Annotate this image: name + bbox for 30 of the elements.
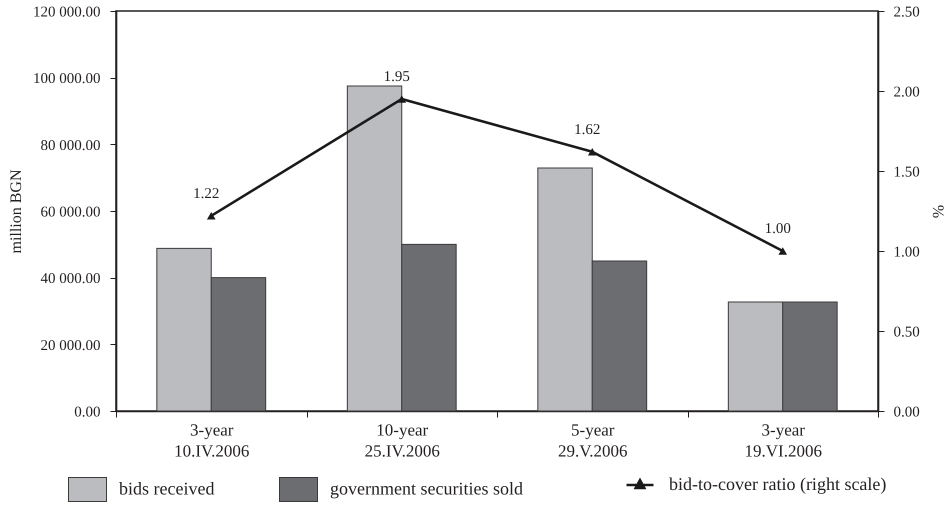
x-tick-label: 5-year 29.V.2006 xyxy=(558,420,628,460)
point xyxy=(778,247,788,255)
y2-tick-label: 1.50 xyxy=(894,164,920,180)
point xyxy=(397,95,406,103)
y2-tick-label: 2.50 xyxy=(894,4,920,20)
y2-tick-label: 2.00 xyxy=(894,84,920,100)
point xyxy=(588,148,597,156)
data-label: 1.00 xyxy=(764,221,791,237)
y-tick-label: 100 000.00 xyxy=(33,71,100,88)
data-label: 1.62 xyxy=(574,122,600,138)
x-tick-label: 3-year 10.IV.2006 xyxy=(174,420,250,460)
y-tick-label: 0.00 xyxy=(74,404,100,420)
x-tick-label: 3-year 19.VI.2006 xyxy=(744,420,822,460)
y-axis-title: million BGN xyxy=(8,169,25,254)
legend-label: bid-to-cover ratio (right scale) xyxy=(669,474,886,494)
point xyxy=(206,212,216,220)
data-label: 1.95 xyxy=(384,69,410,85)
y-tick-label: 120 000.00 xyxy=(33,4,100,20)
y2-tick-label: 0.00 xyxy=(894,404,920,420)
y-tick-label: 40 000.00 xyxy=(40,271,100,288)
legend-label: bids received xyxy=(119,478,214,498)
y-tick-label: 80 000.00 xyxy=(40,138,100,154)
y-tick-label: 20 000.00 xyxy=(40,338,100,354)
y2-axis-title: % xyxy=(928,204,946,218)
x-tick-label: 10-year 25.IV.2006 xyxy=(364,420,440,460)
y-tick-label: 60 000.00 xyxy=(40,204,100,220)
y2-tick-label: 0.50 xyxy=(894,324,920,340)
legend-label: government securities sold xyxy=(330,478,523,498)
y2-tick-label: 1.00 xyxy=(894,244,920,260)
data-label: 1.22 xyxy=(193,186,220,202)
